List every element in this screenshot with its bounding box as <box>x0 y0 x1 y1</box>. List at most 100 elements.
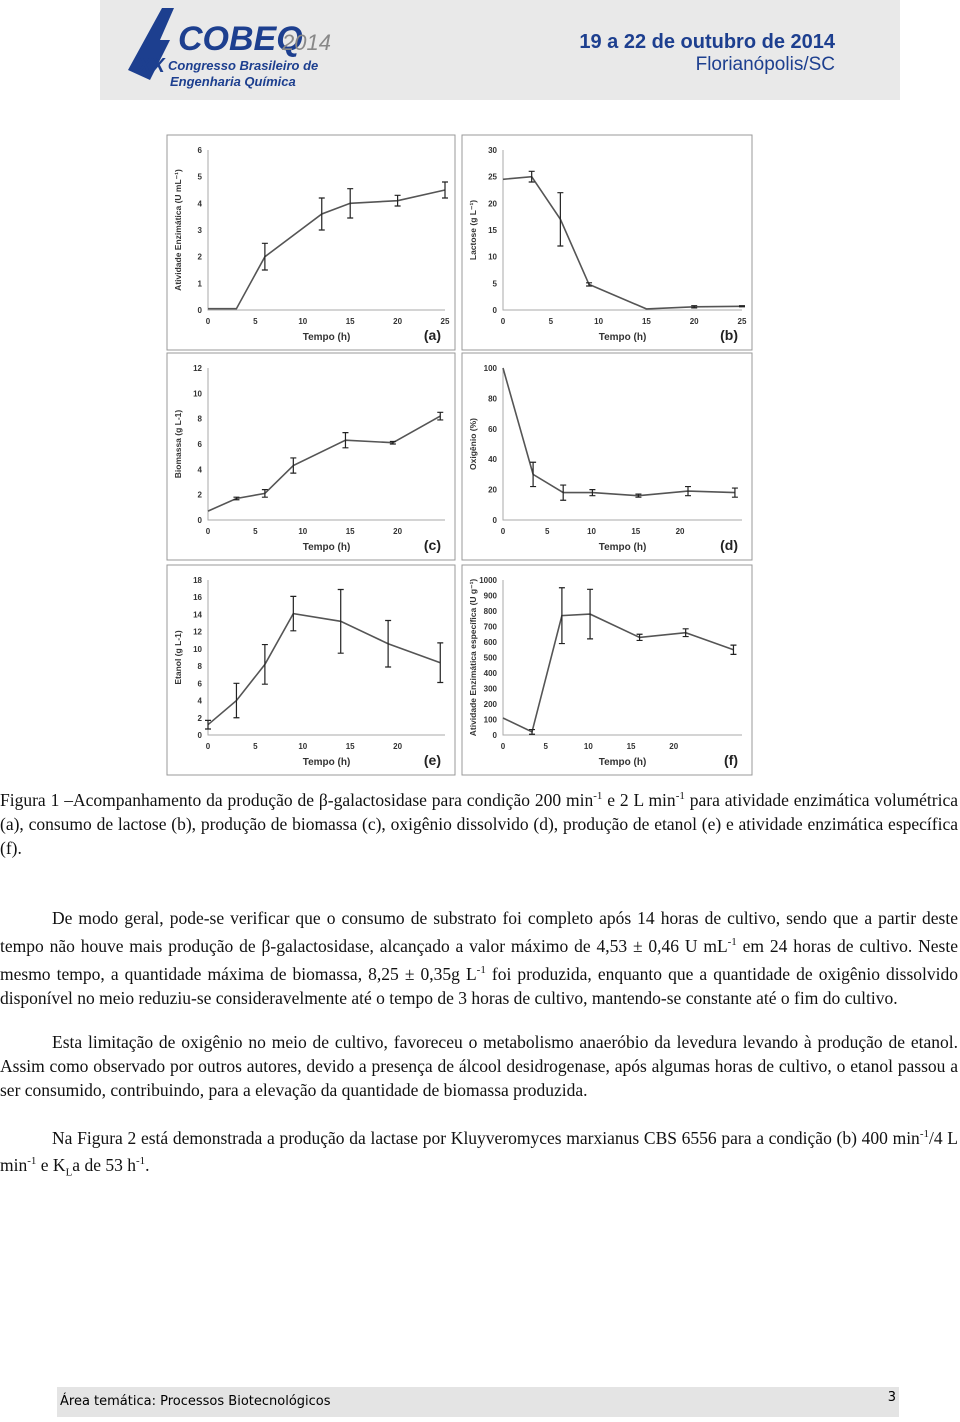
x-tick-label: 0 <box>206 742 211 751</box>
text: em 24 horas de cultivo. Neste mesmo temp… <box>0 935 958 984</box>
error-bar <box>528 170 535 183</box>
text: . <box>145 1155 150 1176</box>
caption-sup: -1 <box>593 790 603 802</box>
y-tick-label: 600 <box>484 638 498 647</box>
header-graphic: COBEQ 2014 XX Congresso Brasileiro de En… <box>128 8 836 89</box>
logo-roman: XX <box>137 55 166 77</box>
y-tick-label: 800 <box>484 607 498 616</box>
header: COBEQ 2014 XX Congresso Brasileiro de En… <box>100 0 900 100</box>
chart-frame <box>461 134 753 351</box>
x-axis-label: Tempo (h) <box>303 332 351 343</box>
x-axis-label: Tempo (h) <box>303 542 351 553</box>
panel-label: (b) <box>720 327 738 343</box>
paragraph: De modo geral, pode-se verificar que o c… <box>0 906 958 1010</box>
y-tick-label: 200 <box>484 700 498 709</box>
caption-text: para atividade enzimática volumétrica (a… <box>0 789 958 858</box>
x-tick-label: 10 <box>298 527 307 536</box>
paragraph: Na Figura 2 está demonstrada a produção … <box>0 1122 958 1185</box>
error-bar <box>437 411 444 421</box>
x-tick-label: 5 <box>549 317 554 326</box>
x-tick-label: 20 <box>669 742 678 751</box>
x-tick-label: 15 <box>631 527 640 536</box>
error-bar <box>347 188 354 219</box>
error-bar <box>731 487 738 498</box>
x-tick-label: 10 <box>298 742 307 751</box>
footer-area: Área temática: Processos Biotecnológicos <box>60 1394 331 1409</box>
logo-year: 2014 <box>281 30 331 55</box>
axis-line <box>502 580 742 736</box>
x-tick-label: 20 <box>393 742 402 751</box>
y-tick-label: 80 <box>488 394 497 403</box>
caption-text: e 2 L min <box>602 789 676 810</box>
logo-main: COBEQ <box>178 20 303 58</box>
error-bar <box>261 489 268 498</box>
sup: -1 <box>919 1127 929 1140</box>
y-tick-label: 8 <box>198 662 203 671</box>
y-tick-label: 500 <box>484 654 498 663</box>
y-tick-label: 10 <box>488 253 497 262</box>
error-bar <box>261 643 268 685</box>
error-bar <box>394 194 401 207</box>
axis-line <box>502 150 742 311</box>
error-bar <box>290 457 297 474</box>
x-tick-label: 0 <box>206 527 211 536</box>
error-bar <box>530 461 537 488</box>
x-tick-label: 10 <box>587 527 596 536</box>
error-bar <box>233 682 240 719</box>
caption: Figura 1 –Acompanhamento da produção de … <box>0 784 958 860</box>
x-tick-label: 5 <box>253 317 258 326</box>
error-bar <box>557 192 564 247</box>
error-bar <box>233 496 240 501</box>
text: a de 53 h <box>72 1155 136 1176</box>
x-tick-label: 15 <box>346 527 355 536</box>
y-tick-label: 0 <box>198 306 203 315</box>
date: 19 a 22 de outubro de 2014 <box>579 31 836 53</box>
x-axis-label: Tempo (h) <box>599 332 647 343</box>
error-bar <box>560 484 567 501</box>
place: Florianópolis/SC <box>696 54 835 75</box>
y-tick-label: 900 <box>484 592 498 601</box>
error-bar <box>635 493 642 498</box>
y-tick-label: 12 <box>193 628 202 637</box>
y-tick-label: 2 <box>198 714 203 723</box>
text: De modo geral, pode-se verificar que o c… <box>0 908 958 956</box>
y-tick-label: 12 <box>193 364 202 373</box>
y-axis-label: Lactose (g L⁻¹) <box>468 200 478 260</box>
x-axis-label: Tempo (h) <box>599 757 647 768</box>
error-bar <box>730 644 737 655</box>
paragraph: Esta limitação de oxigênio no meio de cu… <box>0 1030 958 1102</box>
error-bar <box>290 595 297 632</box>
y-axis-label: Atividade Enzimática específica (U g⁻¹) <box>468 579 478 737</box>
x-tick-label: 20 <box>393 317 402 326</box>
y-tick-label: 14 <box>193 610 202 619</box>
text: foi produzida, enquanto que a quantidade… <box>0 963 958 1008</box>
text: /4 L min <box>0 1127 958 1176</box>
error-bar <box>318 197 325 231</box>
y-tick-label: 30 <box>488 146 497 155</box>
x-tick-label: 15 <box>627 742 636 751</box>
x-tick-label: 10 <box>584 742 593 751</box>
chart-frame <box>461 352 753 561</box>
error-bar <box>529 728 536 735</box>
panel-label: (e) <box>424 752 441 768</box>
y-tick-label: 60 <box>488 425 497 434</box>
y-tick-label: 5 <box>493 279 498 288</box>
y-tick-label: 700 <box>484 623 498 632</box>
error-bar <box>389 440 396 445</box>
x-tick-label: 15 <box>642 317 651 326</box>
axis-line <box>502 368 742 521</box>
y-tick-label: 5 <box>198 173 203 182</box>
chart-frame <box>461 564 753 776</box>
panel-label: (c) <box>424 537 441 553</box>
sup: -1 <box>27 1155 37 1168</box>
x-tick-label: 25 <box>441 317 450 326</box>
axis-line <box>207 580 445 736</box>
x-tick-label: 5 <box>253 742 258 751</box>
y-tick-label: 0 <box>198 731 203 740</box>
y-tick-label: 0 <box>493 516 498 525</box>
sup: -1 <box>135 1155 146 1168</box>
y-tick-label: 100 <box>484 716 498 725</box>
axis-line <box>207 150 445 311</box>
panel-label: (f) <box>724 752 738 768</box>
error-bar <box>337 588 344 654</box>
